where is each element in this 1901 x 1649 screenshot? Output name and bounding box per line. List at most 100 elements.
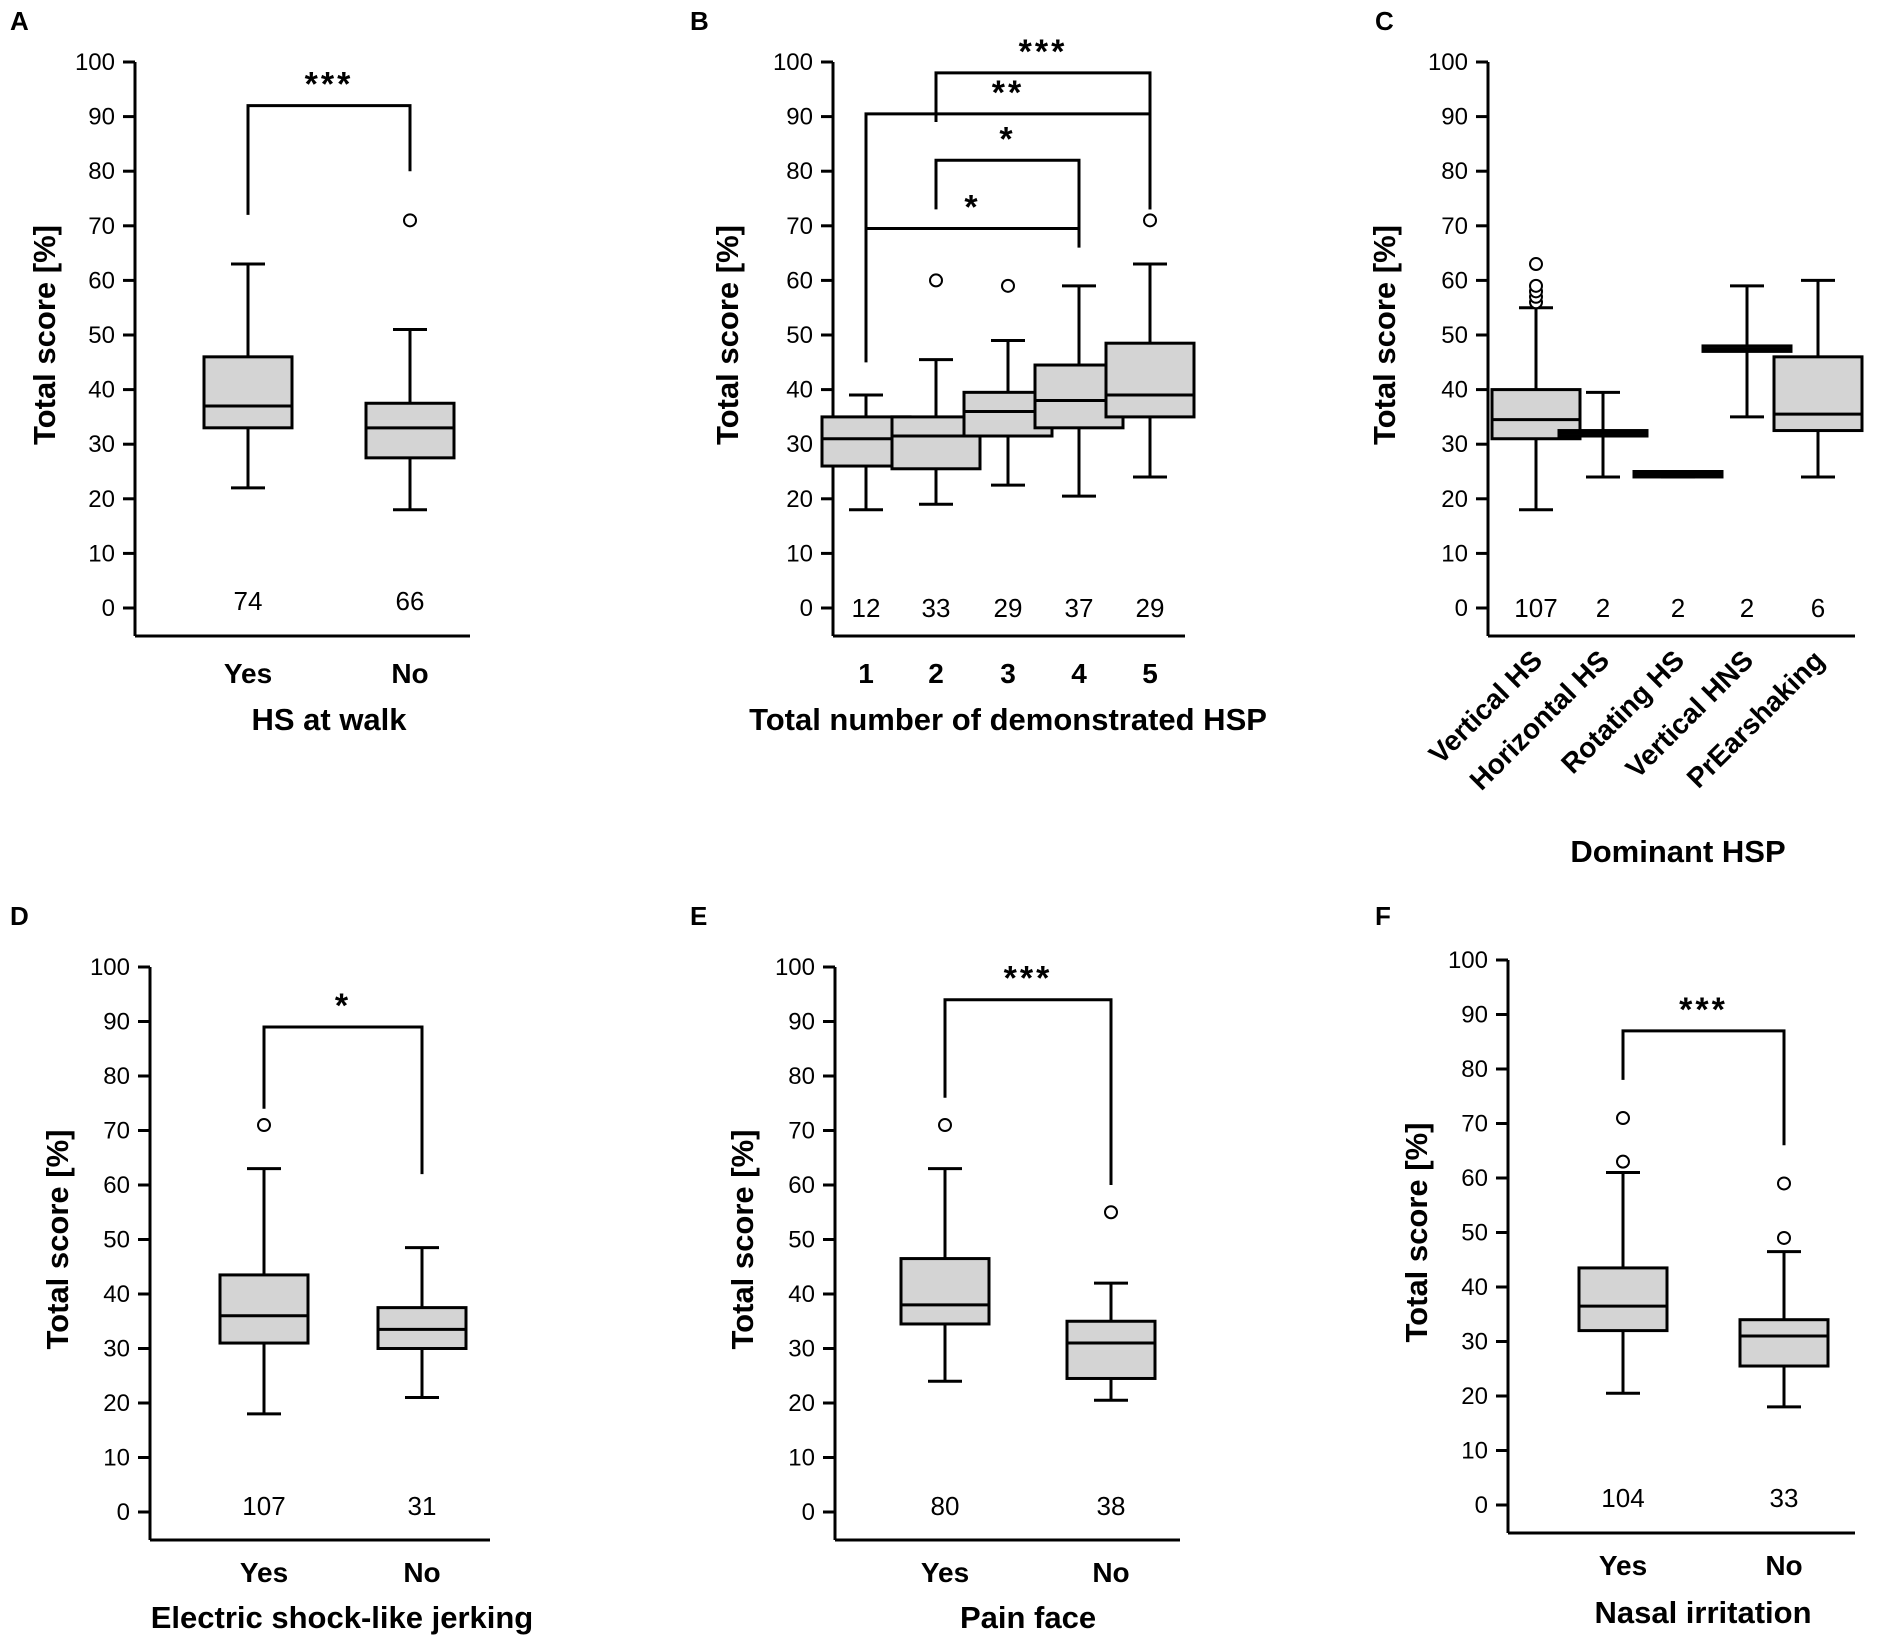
y-tick-label: 50: [1441, 322, 1468, 349]
sample-size-label: 104: [1601, 1483, 1644, 1513]
box-iqr: [218, 1273, 310, 1345]
y-tick-label: 20: [786, 486, 813, 513]
outlier-point: [403, 213, 417, 228]
x-category-label: Yes: [921, 1557, 969, 1588]
outlier-point: [938, 1118, 952, 1133]
y-tick-label: 90: [788, 1009, 815, 1036]
y-tick-label: 90: [1441, 104, 1468, 131]
x-axis-label: Dominant HSP: [1570, 834, 1785, 869]
y-tick-label: 10: [1441, 540, 1468, 567]
y-tick-label: 70: [1461, 1111, 1488, 1138]
box-2: 33 2: [890, 273, 982, 689]
box-iqr: [899, 1257, 991, 1326]
y-tick-label: 40: [1441, 377, 1468, 404]
significance-bracket: [262, 1025, 424, 1175]
y-tick-label: 40: [786, 377, 813, 404]
significance-stars: ***: [1004, 960, 1053, 998]
outlier-point: [1777, 1176, 1791, 1191]
y-tick-label: 0: [1455, 595, 1468, 622]
x-axis-label: Pain face: [960, 1600, 1096, 1635]
outlier-point: [1001, 278, 1015, 293]
outlier-point: [1529, 278, 1543, 293]
y-axis-label: Total score [%]: [725, 1130, 760, 1350]
significance-stars: ***: [1679, 991, 1728, 1029]
y-tick-label: 80: [788, 1063, 815, 1090]
x-category-label: Yes: [240, 1557, 288, 1588]
sample-size-label: 12: [852, 593, 881, 623]
significance-bracket: [246, 104, 412, 215]
outlier-point: [929, 273, 943, 288]
box-iqr: [202, 355, 294, 430]
y-tick-label: 60: [1441, 267, 1468, 294]
x-category-label: 1: [858, 658, 874, 689]
y-tick-label: 70: [786, 213, 813, 240]
box-iqr: [364, 401, 456, 460]
y-tick-label: 50: [788, 1227, 815, 1254]
x-category-label: 4: [1071, 658, 1087, 689]
y-axis-label: Total score [%]: [1367, 225, 1402, 445]
panel-c: C 0 10 20 30 40 50 60 70 80 90 100 Total score [%] 10…: [1367, 6, 1864, 869]
significance-stars: *: [999, 120, 1015, 158]
y-tick-label: 70: [1441, 213, 1468, 240]
sample-size-label: 33: [922, 593, 951, 623]
sample-size-label: 107: [1514, 593, 1557, 623]
y-tick-label: 40: [1461, 1274, 1488, 1301]
x-category-label: 5: [1142, 658, 1158, 689]
significance-stars: ***: [305, 66, 354, 104]
box-yes: 80 Yes: [899, 1118, 991, 1588]
y-tick-label: 80: [786, 158, 813, 185]
sample-size-label: 33: [1770, 1483, 1799, 1513]
y-tick-label: 0: [102, 595, 115, 622]
box-no: 31 No: [376, 1246, 468, 1588]
box-5: 29 5: [1104, 213, 1196, 689]
y-tick-label: 30: [1461, 1329, 1488, 1356]
significance-stars: *: [964, 189, 980, 227]
box-iqr: [1738, 1318, 1830, 1368]
x-axis-label: Nasal irritation: [1594, 1595, 1811, 1630]
y-tick-label: 30: [88, 431, 115, 458]
y-tick-label: 40: [788, 1281, 815, 1308]
sample-size-label: 6: [1811, 593, 1825, 623]
y-tick-label: 100: [1448, 947, 1488, 974]
box-3: 29 3: [962, 278, 1054, 689]
outlier-point: [257, 1118, 271, 1133]
box-iqr: [1104, 341, 1196, 419]
y-tick-label: 80: [88, 158, 115, 185]
panel-letter: E: [690, 901, 707, 931]
y-tick-label: 50: [786, 322, 813, 349]
x-axis-label: HS at walk: [251, 702, 407, 737]
y-tick-label: 60: [786, 267, 813, 294]
y-tick-label: 40: [103, 1281, 130, 1308]
y-tick-label: 0: [1475, 1492, 1488, 1519]
x-category-label: No: [1765, 1550, 1802, 1581]
x-category-label: No: [1092, 1557, 1129, 1588]
sample-size-label: 37: [1065, 593, 1094, 623]
y-tick-label: 90: [1461, 1002, 1488, 1029]
outlier-point: [1104, 1205, 1118, 1220]
outlier-point: [1143, 213, 1157, 228]
y-tick-label: 90: [88, 104, 115, 131]
y-tick-label: 70: [103, 1118, 130, 1145]
y-tick-label: 90: [786, 104, 813, 131]
sample-size-label: 74: [234, 586, 263, 616]
y-tick-label: 30: [786, 431, 813, 458]
panel-d: D 0 10 20 30 40 50 60 70 80 90 100 Total score [%] 10…: [10, 901, 533, 1635]
box-no: 33 No: [1738, 1176, 1830, 1581]
y-tick-label: 100: [1428, 49, 1468, 76]
y-tick-label: 30: [1441, 431, 1468, 458]
y-tick-label: 0: [802, 1499, 815, 1526]
y-tick-label: 60: [1461, 1165, 1488, 1192]
significance-bracket: [934, 158, 1081, 229]
y-tick-label: 20: [788, 1390, 815, 1417]
y-tick-label: 70: [788, 1118, 815, 1145]
outlier-point: [1616, 1111, 1630, 1126]
y-tick-label: 20: [1441, 486, 1468, 513]
y-tick-label: 80: [103, 1063, 130, 1090]
y-tick-label: 60: [103, 1172, 130, 1199]
sample-size-label: 2: [1740, 593, 1754, 623]
panel-a: A 0 10 20 30 40 50 60 70 80 90 100 Total score [%] 74…: [10, 6, 470, 737]
y-tick-label: 10: [88, 540, 115, 567]
